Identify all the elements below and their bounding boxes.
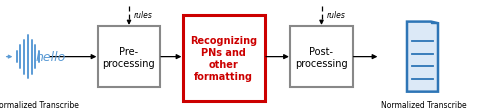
Bar bbox=[98, 27, 160, 87]
Text: Normalized Transcribe: Normalized Transcribe bbox=[381, 100, 467, 109]
Text: Pre-
processing: Pre- processing bbox=[102, 46, 155, 68]
Text: Recognizing
PNs and
other
formatting: Recognizing PNs and other formatting bbox=[190, 35, 258, 81]
Bar bbox=[290, 27, 352, 87]
Text: rules: rules bbox=[134, 11, 153, 20]
Text: hello: hello bbox=[36, 51, 66, 64]
Text: rules: rules bbox=[326, 11, 345, 20]
Polygon shape bbox=[431, 22, 438, 24]
Text: Post-
processing: Post- processing bbox=[295, 46, 348, 68]
Polygon shape bbox=[407, 22, 438, 92]
Bar bbox=[182, 16, 265, 101]
Text: Un-normalized Transcribe: Un-normalized Transcribe bbox=[0, 100, 79, 109]
